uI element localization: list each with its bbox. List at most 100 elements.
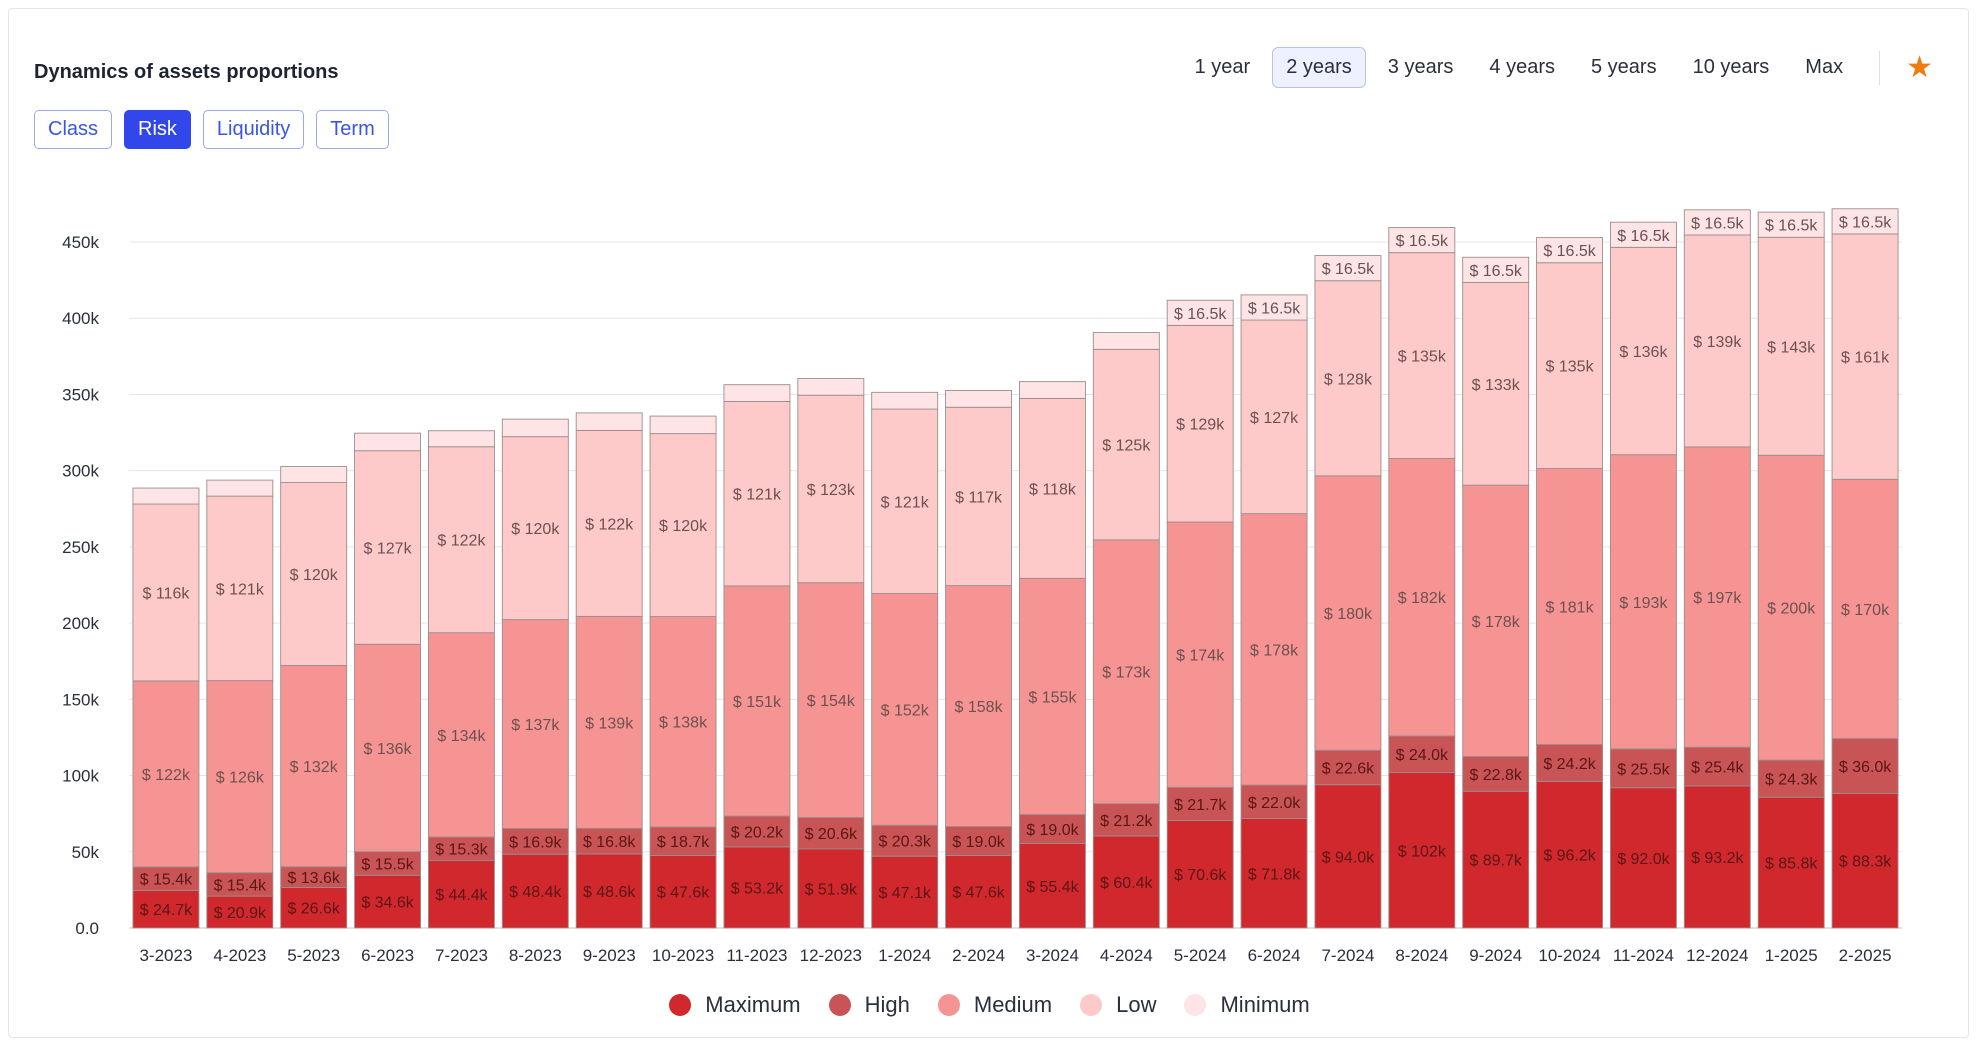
bar-segment-minimum: [1388, 227, 1456, 254]
data-label: $ 123k: [807, 482, 856, 499]
data-label: $ 126k: [216, 770, 265, 787]
data-label: $ 15.4k: [214, 877, 267, 894]
bar-segment-maximum: [1388, 772, 1456, 929]
data-label: $ 120k: [511, 521, 560, 538]
tab-liquidity[interactable]: Liquidity: [202, 110, 305, 149]
bar-segment-minimum: [945, 390, 1013, 408]
range-2-years[interactable]: 2 years: [1272, 47, 1366, 88]
data-label: $ 102k: [1398, 843, 1447, 860]
bar-segment-minimum: [501, 418, 569, 438]
star-icon[interactable]: ★: [1906, 50, 1933, 84]
tab-risk[interactable]: Risk: [124, 110, 191, 149]
bar-segment-high: [945, 826, 1013, 856]
data-label: $ 173k: [1102, 665, 1151, 682]
data-label: $ 21.7k: [1174, 797, 1227, 814]
bar-segment-minimum: [427, 430, 495, 448]
data-label: $ 133k: [1472, 377, 1521, 394]
range-1-year[interactable]: 1 year: [1194, 56, 1251, 78]
range-5-years[interactable]: 5 years: [1590, 56, 1657, 78]
y-tick-label: 300k: [62, 462, 99, 481]
data-label: $ 125k: [1102, 438, 1151, 455]
data-label: $ 16.5k: [1469, 263, 1522, 280]
data-label: $ 129k: [1176, 417, 1225, 434]
bar-segment-maximum: [206, 895, 274, 929]
range-4-years[interactable]: 4 years: [1489, 56, 1555, 78]
bar-segment-minimum: [1683, 209, 1751, 236]
data-label: $ 178k: [1472, 614, 1521, 631]
data-label: $ 116k: [143, 585, 191, 602]
data-label: $ 16.8k: [583, 834, 636, 851]
bar-segment-maximum: [575, 853, 643, 929]
data-label: $ 143k: [1767, 339, 1816, 356]
bar-segment-maximum: [1609, 787, 1677, 929]
bar-segment-minimum: [280, 466, 348, 484]
data-label: $ 151k: [733, 694, 782, 711]
legend-dot-medium: [937, 994, 960, 1016]
tab-class[interactable]: Class: [34, 110, 113, 149]
data-label: $ 174k: [1176, 648, 1225, 665]
data-label: $ 200k: [1767, 601, 1816, 618]
data-label: $ 24.2k: [1543, 756, 1596, 773]
data-label: $ 122k: [585, 516, 634, 533]
data-label: $ 24.0k: [1396, 747, 1449, 764]
x-tick-label: 10-2024: [1538, 946, 1600, 965]
data-label: $ 120k: [659, 518, 708, 535]
bar-segment-minimum: [1018, 381, 1086, 399]
data-label: $ 121k: [733, 487, 782, 504]
x-tick-label: 12-2024: [1686, 946, 1748, 965]
bar-segment-low: [1166, 324, 1234, 523]
data-label: $ 13.6k: [287, 870, 340, 887]
bar-segment-maximum: [871, 855, 939, 929]
data-label: $ 139k: [585, 715, 634, 732]
data-label: $ 18.7k: [657, 834, 710, 851]
range-10-years[interactable]: 10 years: [1692, 56, 1770, 78]
data-label: $ 55.4k: [1026, 879, 1079, 896]
bar-segment-minimum: [649, 415, 717, 435]
bar-segment-low: [501, 436, 569, 621]
bar-segment-low: [1757, 236, 1825, 456]
bar-segment-maximum: [1757, 796, 1825, 929]
data-label: $ 154k: [807, 693, 856, 710]
legend-item-low[interactable]: Low: [1080, 992, 1156, 1018]
legend-dot-minimum: [1184, 994, 1207, 1016]
data-label: $ 121k: [881, 494, 930, 511]
tab-term[interactable]: Term: [316, 110, 389, 149]
bar-segment-maximum: [132, 889, 200, 929]
data-label: $ 22.0k: [1248, 795, 1301, 812]
y-tick-label: 250k: [62, 538, 99, 557]
bar-segment-medium: [501, 619, 569, 829]
data-label: $ 47.1k: [878, 885, 931, 902]
bar-segment-maximum: [797, 848, 865, 929]
data-label: $ 20.2k: [731, 825, 784, 842]
x-tick-label: 12-2023: [800, 946, 862, 965]
range-max[interactable]: Max: [1805, 56, 1844, 78]
data-label: $ 15.4k: [140, 872, 193, 889]
data-label: $ 36.0k: [1839, 759, 1892, 776]
x-tick-label: 8-2024: [1395, 946, 1448, 965]
legend-item-medium[interactable]: Medium: [937, 992, 1052, 1018]
bar-segment-maximum: [1462, 790, 1530, 929]
data-label: $ 128k: [1324, 371, 1373, 388]
x-tick-label: 1-2025: [1765, 946, 1818, 965]
bar-segment-medium: [1092, 539, 1160, 805]
data-label: $ 51.9k: [805, 881, 858, 898]
data-label: $ 93.2k: [1691, 850, 1744, 867]
data-label: $ 16.5k: [1174, 306, 1227, 323]
data-label: $ 20.9k: [214, 905, 267, 922]
legend-label-low: Low: [1116, 992, 1157, 1017]
range-3-years[interactable]: 3 years: [1387, 56, 1454, 78]
data-label: $ 15.5k: [361, 856, 414, 873]
grouping-tabs: Class Risk Liquidity Term: [34, 110, 401, 149]
bar-segment-medium: [575, 615, 643, 829]
bar-segment-minimum: [1092, 332, 1160, 350]
legend-item-high[interactable]: High: [828, 992, 910, 1018]
legend-item-maximum[interactable]: Maximum: [669, 992, 801, 1018]
bar-segment-low: [1462, 281, 1530, 486]
data-label: $ 136k: [364, 741, 413, 758]
bar-segment-medium: [1609, 454, 1677, 750]
legend-item-minimum[interactable]: Minimum: [1184, 992, 1310, 1018]
data-label: $ 44.4k: [435, 887, 488, 904]
data-label: $ 48.6k: [583, 884, 636, 901]
bar-segment-low: [1536, 262, 1604, 469]
bar-segment-minimum: [871, 391, 939, 410]
